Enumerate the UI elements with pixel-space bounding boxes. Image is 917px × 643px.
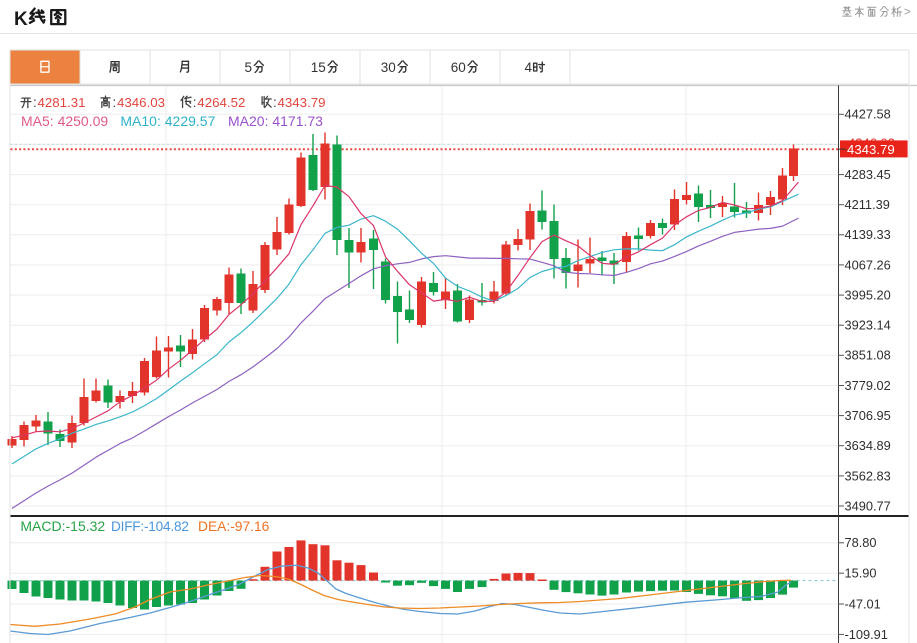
svg-text:4281.31: 4281.31 <box>38 95 86 110</box>
svg-text:3634.89: 3634.89 <box>845 438 891 453</box>
svg-text:-47.01: -47.01 <box>845 596 881 611</box>
svg-text:DEA:-97.16: DEA:-97.16 <box>198 519 270 534</box>
svg-text:3562.83: 3562.83 <box>845 468 891 483</box>
svg-text:MA5: 4250.09: MA5: 4250.09 <box>21 113 108 129</box>
svg-text::: : <box>193 95 197 110</box>
svg-text:MACD:-15.32: MACD:-15.32 <box>20 518 105 534</box>
svg-text:DIFF:-104.82: DIFF:-104.82 <box>111 519 189 534</box>
svg-text:4346.03: 4346.03 <box>117 95 165 110</box>
svg-text:3706.95: 3706.95 <box>845 408 891 423</box>
svg-text:15: 15 <box>311 60 326 75</box>
svg-text:4343.79: 4343.79 <box>847 142 895 157</box>
svg-text:60: 60 <box>451 60 466 75</box>
svg-text::: : <box>113 95 117 110</box>
svg-text::: : <box>273 95 277 110</box>
svg-text:MA20: 4171.73: MA20: 4171.73 <box>228 113 323 129</box>
svg-text:4211.39: 4211.39 <box>845 197 890 212</box>
svg-text:4067.26: 4067.26 <box>845 257 891 272</box>
svg-text:4427.58: 4427.58 <box>845 107 891 122</box>
svg-text:>: > <box>904 7 911 19</box>
svg-text:K: K <box>14 9 28 30</box>
svg-text:3490.77: 3490.77 <box>845 498 891 513</box>
svg-text:3995.20: 3995.20 <box>845 288 891 303</box>
svg-text:4283.45: 4283.45 <box>845 167 891 182</box>
svg-text:4: 4 <box>525 60 533 75</box>
svg-text:4264.52: 4264.52 <box>197 95 245 110</box>
svg-text::: : <box>33 95 37 110</box>
svg-text:78.80: 78.80 <box>845 535 877 550</box>
svg-text:3851.08: 3851.08 <box>845 348 891 363</box>
svg-text:3779.02: 3779.02 <box>845 378 891 393</box>
svg-text:4139.33: 4139.33 <box>845 227 891 242</box>
svg-text:4343.79: 4343.79 <box>278 95 326 110</box>
svg-text:5: 5 <box>245 60 253 75</box>
svg-text:15.90: 15.90 <box>845 566 877 581</box>
svg-text:MA10: 4229.57: MA10: 4229.57 <box>120 113 215 129</box>
svg-text:30: 30 <box>381 60 396 75</box>
svg-text:3923.14: 3923.14 <box>845 318 891 333</box>
svg-text:-109.91: -109.91 <box>845 627 888 642</box>
